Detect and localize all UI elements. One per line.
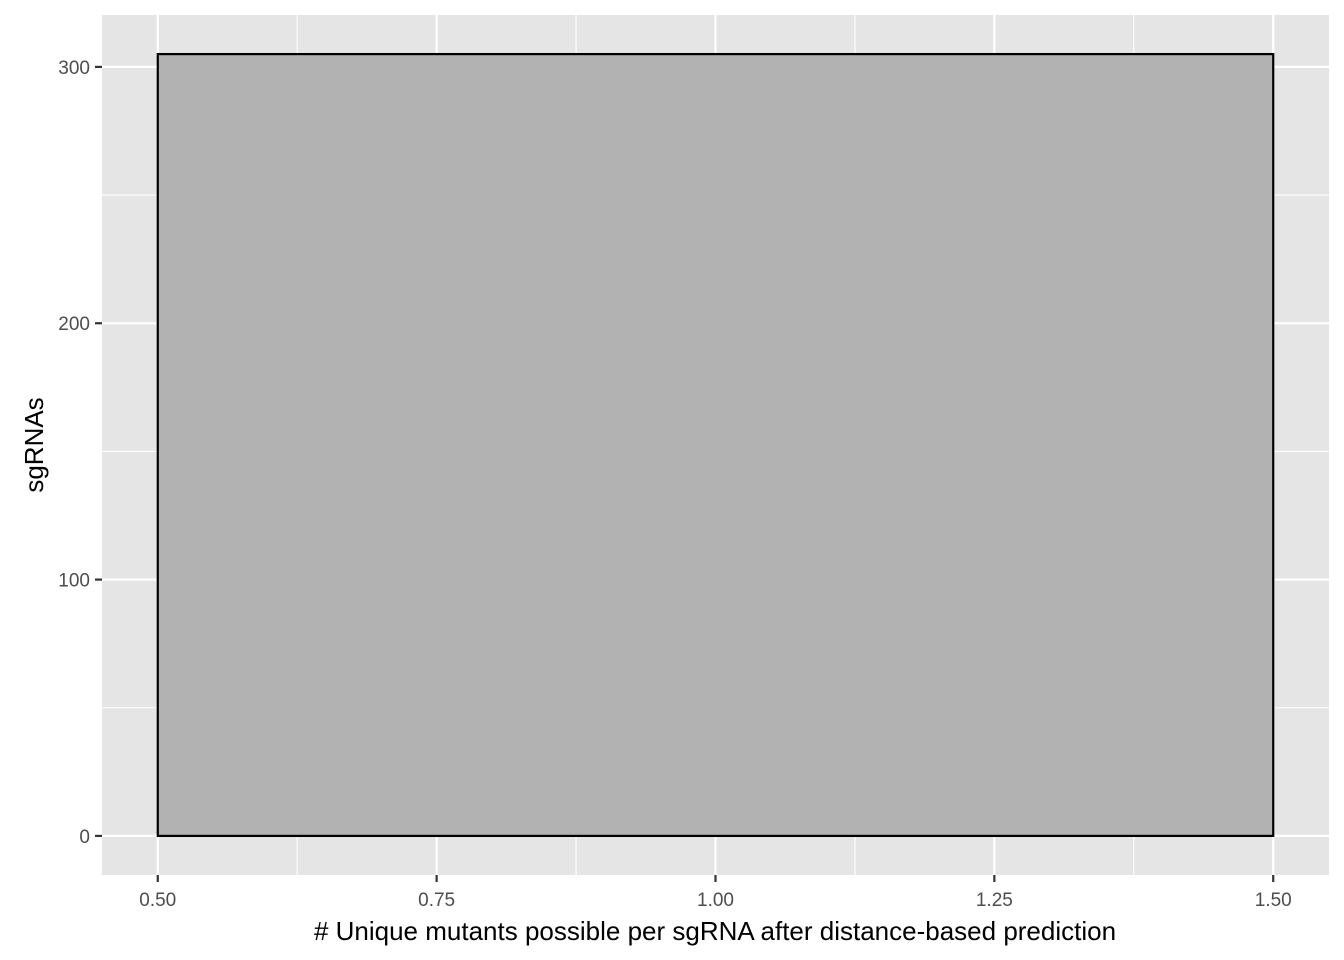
histogram-bar <box>156 52 1275 838</box>
x-tick-label: 1.00 <box>697 890 734 911</box>
x-tick-label: 1.25 <box>976 890 1013 911</box>
y-axis: 0 100 200 300 <box>58 58 102 848</box>
bars <box>156 52 1275 838</box>
y-tick-label: 100 <box>58 571 90 592</box>
x-tick-label: 0.50 <box>139 890 176 911</box>
x-axis-title: # Unique mutants possible per sgRNA afte… <box>314 916 1116 946</box>
y-tick-label: 200 <box>58 314 90 335</box>
y-axis-title: sgRNAs <box>19 397 49 492</box>
x-tick-label: 0.75 <box>418 890 455 911</box>
y-tick-label: 0 <box>79 827 90 848</box>
y-tick-label: 300 <box>58 58 90 79</box>
x-axis: 0.50 0.75 1.00 1.25 1.50 <box>139 875 1292 911</box>
x-tick-label: 1.50 <box>1255 890 1292 911</box>
